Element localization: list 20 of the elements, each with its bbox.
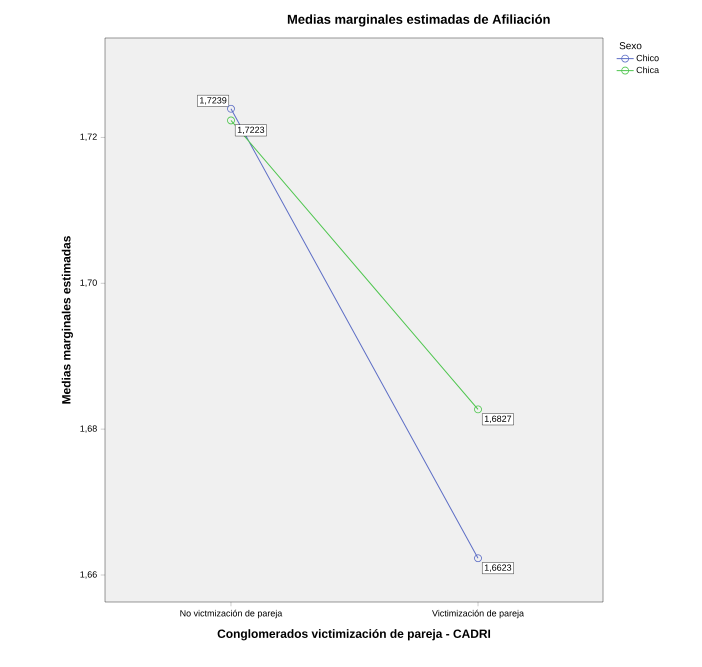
legend-label: Chico — [636, 54, 659, 62]
x-tick-label: No victmización de pareja — [180, 610, 282, 618]
x-axis-title: Conglomerados victimización de pareja - CADRI — [218, 629, 490, 640]
y-tick-label: 1,70 — [80, 279, 97, 287]
point — [474, 405, 482, 414]
x-tick-label: Victimización de pareja — [432, 610, 524, 618]
chart-title: Medias marginales estimadas de Afiliación — [288, 14, 550, 26]
y-tick-label: 1,68 — [80, 425, 97, 433]
data-label: 1,7239 — [200, 97, 226, 105]
point — [474, 554, 482, 562]
data-label: 1,7223 — [238, 126, 264, 134]
point — [227, 104, 235, 113]
y-tick-label: 1,66 — [80, 571, 97, 579]
data-label: 1,6623 — [484, 564, 512, 572]
y-axis-title: Medias marginales estimadas — [62, 236, 73, 404]
data-label: 1,6827 — [484, 416, 512, 423]
point — [227, 116, 235, 124]
legend-label: Chica — [636, 66, 660, 74]
legend-title: Sexo — [620, 42, 642, 50]
y-tick-label: 1,72 — [80, 134, 97, 141]
